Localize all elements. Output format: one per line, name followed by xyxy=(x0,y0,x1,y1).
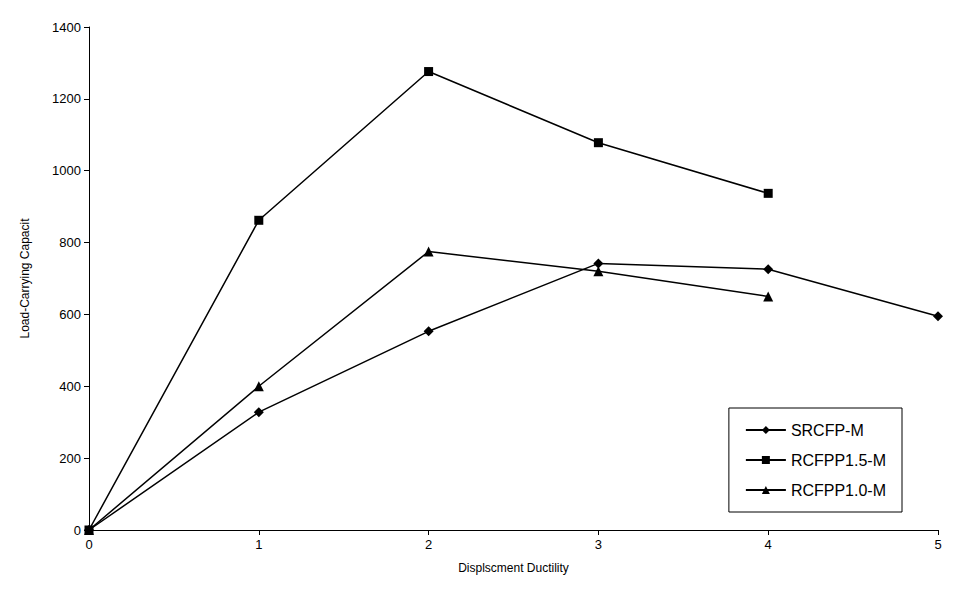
svg-text:0: 0 xyxy=(74,523,81,538)
svg-text:4: 4 xyxy=(765,537,772,552)
svg-text:1000: 1000 xyxy=(52,163,81,178)
svg-text:3: 3 xyxy=(595,537,602,552)
svg-text:800: 800 xyxy=(59,235,81,250)
svg-text:400: 400 xyxy=(59,379,81,394)
svg-text:Displscment Ductility: Displscment Ductility xyxy=(458,561,569,575)
svg-text:SRCFP-M: SRCFP-M xyxy=(791,422,864,439)
svg-text:RCFPP1.5-M: RCFPP1.5-M xyxy=(791,452,886,469)
svg-text:RCFPP1.0-M: RCFPP1.0-M xyxy=(791,482,886,499)
svg-text:1400: 1400 xyxy=(52,20,81,35)
svg-text:5: 5 xyxy=(934,537,941,552)
svg-text:0: 0 xyxy=(85,537,92,552)
svg-text:600: 600 xyxy=(59,307,81,322)
svg-text:Load-Carrying Capacit: Load-Carrying Capacit xyxy=(18,218,32,339)
svg-text:2: 2 xyxy=(425,537,432,552)
svg-text:200: 200 xyxy=(59,451,81,466)
svg-text:1: 1 xyxy=(255,537,262,552)
svg-text:1200: 1200 xyxy=(52,91,81,106)
